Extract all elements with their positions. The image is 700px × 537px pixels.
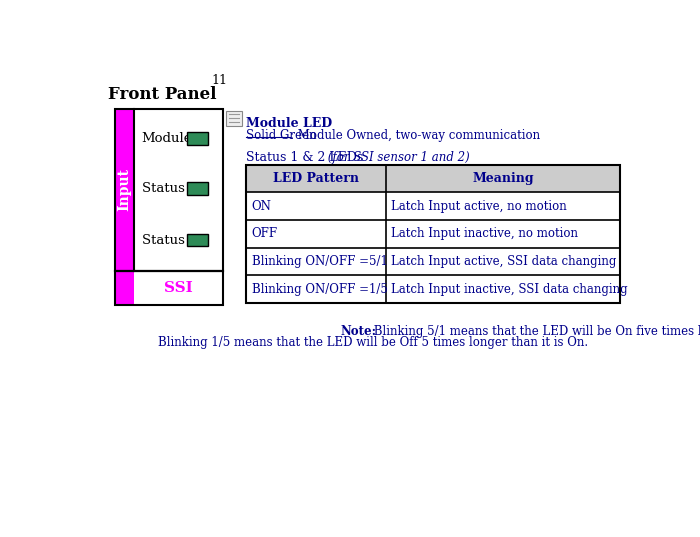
- Bar: [115, 271, 134, 306]
- Bar: [134, 271, 223, 306]
- Bar: [246, 248, 620, 275]
- Text: Status 2: Status 2: [141, 234, 197, 246]
- Bar: [115, 271, 223, 306]
- Bar: [246, 192, 620, 220]
- Text: ON: ON: [252, 200, 272, 213]
- Text: SSI: SSI: [164, 281, 193, 295]
- Bar: [187, 182, 209, 194]
- Text: 11: 11: [211, 74, 228, 86]
- Bar: [246, 220, 620, 248]
- Text: Blinking ON/OFF =5/1: Blinking ON/OFF =5/1: [252, 255, 388, 268]
- Text: Note:: Note:: [341, 325, 377, 338]
- Text: OFF: OFF: [252, 227, 278, 241]
- Bar: [187, 132, 209, 144]
- Text: Input: Input: [118, 169, 132, 212]
- Bar: [134, 109, 223, 271]
- Text: (for SSI sensor 1 and 2): (for SSI sensor 1 and 2): [324, 151, 470, 164]
- Text: Latch Input active, SSI data changing: Latch Input active, SSI data changing: [391, 255, 617, 268]
- Bar: [246, 164, 620, 192]
- Text: LED Pattern: LED Pattern: [273, 172, 359, 185]
- Bar: [246, 275, 620, 303]
- Bar: [246, 164, 620, 303]
- Text: Module: Module: [141, 132, 192, 145]
- Text: Module LED: Module LED: [246, 117, 332, 130]
- Text: Meaning: Meaning: [472, 172, 533, 185]
- Text: Status 1 & 2 LEDs: Status 1 & 2 LEDs: [246, 151, 363, 164]
- Bar: [115, 109, 134, 271]
- Bar: [226, 111, 241, 126]
- Text: Front Panel: Front Panel: [108, 86, 217, 103]
- Text: Blinking ON/OFF =1/5: Blinking ON/OFF =1/5: [252, 283, 388, 296]
- Text: Solid Green: Solid Green: [246, 129, 317, 142]
- Text: Latch Input active, no motion: Latch Input active, no motion: [391, 200, 567, 213]
- Text: Status 1: Status 1: [141, 182, 197, 195]
- Text: Blinking 1/5 means that the LED will be Off 5 times longer than it is On.: Blinking 1/5 means that the LED will be …: [158, 336, 588, 349]
- Text: Blinking 5/1 means that the LED will be On five times longer than it is Off.: Blinking 5/1 means that the LED will be …: [370, 325, 700, 338]
- Text: Latch Input inactive, SSI data changing: Latch Input inactive, SSI data changing: [391, 283, 628, 296]
- Bar: [115, 109, 223, 271]
- Text: : Module Owned, two-way communication: : Module Owned, two-way communication: [290, 129, 540, 142]
- Bar: [187, 234, 209, 246]
- Text: Latch Input inactive, no motion: Latch Input inactive, no motion: [391, 227, 578, 241]
